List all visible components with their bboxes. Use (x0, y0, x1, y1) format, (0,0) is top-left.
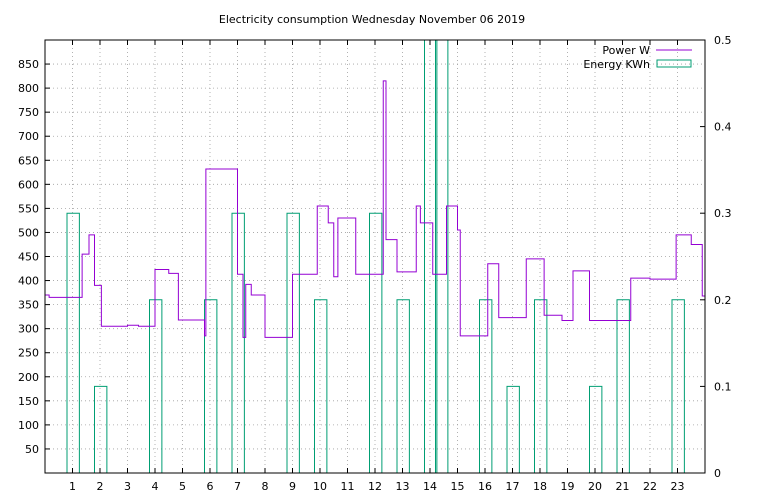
x-tick-label: 6 (207, 480, 214, 493)
x-tick-label: 23 (671, 480, 685, 493)
y-tick-label: 100 (18, 419, 39, 432)
plot-frame (44, 39, 706, 474)
y-tick-label: 300 (18, 323, 39, 336)
x-tick-label: 8 (262, 480, 269, 493)
energy-bar (204, 299, 218, 473)
grid-lines (45, 40, 705, 473)
x-tick-label: 19 (561, 480, 575, 493)
y2-tick-label: 0.5 (714, 34, 732, 47)
x-tick-label: 20 (588, 480, 602, 493)
y-tick-label: 150 (18, 395, 39, 408)
y2-tick-label: 0.3 (714, 207, 732, 220)
y-tick-label: 250 (18, 347, 39, 360)
chart-title: Electricity consumption Wednesday Novemb… (219, 13, 525, 26)
energy-bar (534, 299, 548, 473)
x-tick-label: 9 (289, 480, 296, 493)
y-tick-label: 750 (18, 106, 39, 119)
x-tick-label: 11 (341, 480, 355, 493)
energy-bar (589, 385, 603, 473)
x-tick-label: 22 (643, 480, 657, 493)
y-tick-label: 400 (18, 275, 39, 288)
legend-label-energy: Energy KWh (583, 58, 650, 71)
energy-bar (396, 299, 410, 473)
energy-bar (616, 299, 630, 473)
y2-tick-label: 0.1 (714, 380, 732, 393)
x-tick-label: 7 (234, 480, 241, 493)
energy-bars (66, 39, 685, 473)
y-tick-label: 350 (18, 299, 39, 312)
x-tick-label: 12 (368, 480, 382, 493)
legend-label-power: Power W (602, 44, 650, 57)
x-tick-label: 13 (396, 480, 410, 493)
y2-tick-label: 0.4 (714, 121, 732, 134)
x-tick-label: 15 (451, 480, 465, 493)
y-tick-label: 500 (18, 226, 39, 239)
energy-bar (286, 212, 300, 473)
x-tick-label: 21 (616, 480, 630, 493)
power-line (45, 80, 705, 338)
y2-tick-label: 0 (714, 467, 721, 480)
energy-bar (506, 385, 520, 473)
y-tick-label: 800 (18, 82, 39, 95)
x-tick-label: 16 (478, 480, 492, 493)
energy-bar (479, 299, 493, 473)
y2-tick-label: 0.2 (714, 294, 732, 307)
x-tick-label: 5 (179, 480, 186, 493)
energy-bar (369, 212, 383, 473)
x-tick-label: 3 (124, 480, 131, 493)
energy-bar (94, 385, 108, 473)
y-tick-label: 450 (18, 251, 39, 264)
energy-bar (231, 212, 245, 473)
energy-bar (149, 299, 163, 473)
y-tick-label: 200 (18, 371, 39, 384)
x-tick-label: 18 (533, 480, 547, 493)
energy-bar (66, 212, 80, 473)
energy-bar (671, 299, 685, 473)
y-tick-label: 50 (25, 443, 39, 456)
axes: 1 2 3 4 5 6 7 8 9 10 11 12 13 14 15 16 17 18 19 20 21 22 23501… (18, 34, 732, 493)
y-tick-label: 700 (18, 130, 39, 143)
x-tick-label: 1 (69, 480, 76, 493)
energy-bar (314, 299, 328, 473)
x-tick-label: 14 (423, 480, 437, 493)
x-tick-label: 4 (152, 480, 159, 493)
x-tick-label: 2 (97, 480, 104, 493)
power-series (45, 80, 705, 338)
legend-swatch-energy (656, 59, 692, 68)
y-tick-label: 550 (18, 202, 39, 215)
x-tick-label: 10 (313, 480, 327, 493)
y-tick-label: 850 (18, 58, 39, 71)
x-tick-label: 17 (506, 480, 520, 493)
y-tick-label: 600 (18, 178, 39, 191)
y-tick-label: 650 (18, 154, 39, 167)
